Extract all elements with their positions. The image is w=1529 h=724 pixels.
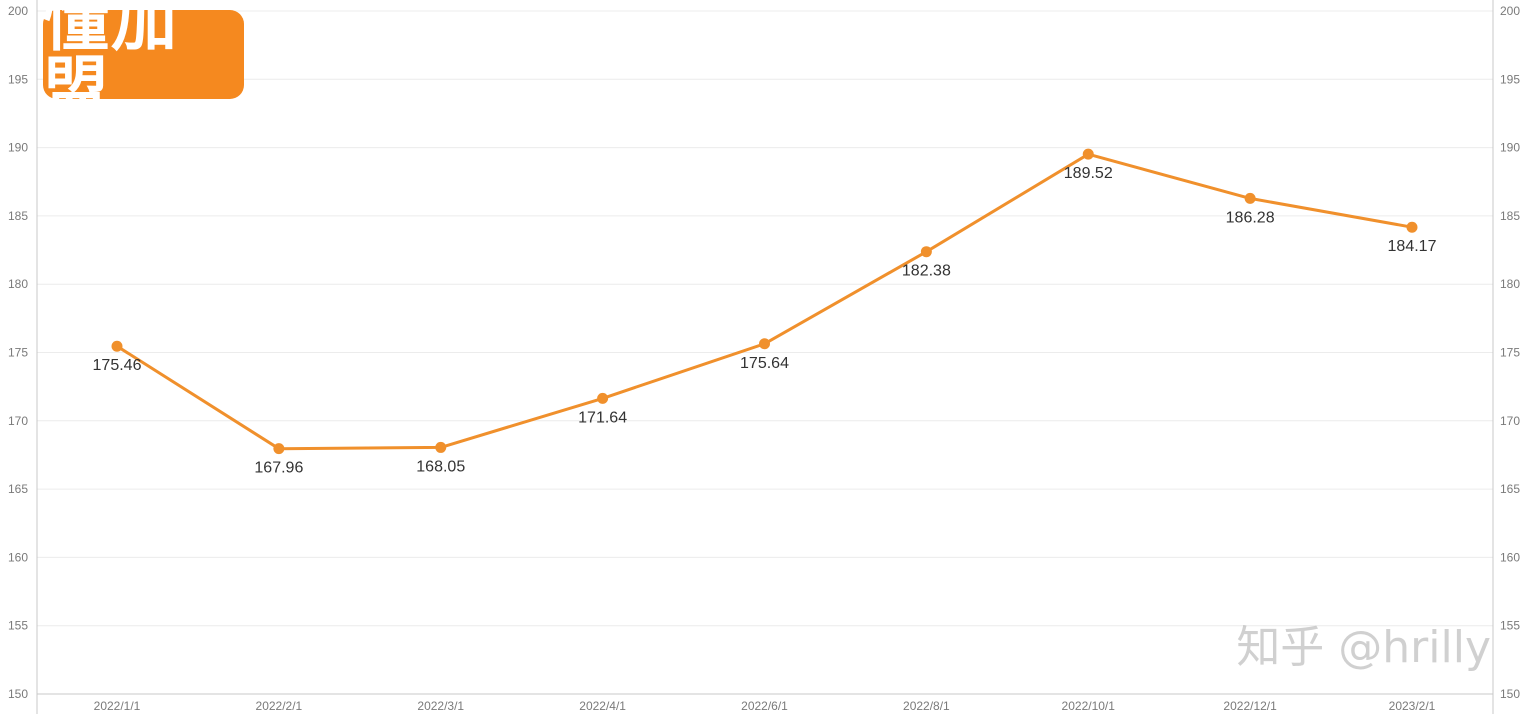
- data-point: [1082, 148, 1094, 160]
- x-tick-label: 2022/10/1: [1062, 699, 1116, 713]
- data-label: 182.38: [902, 263, 951, 280]
- data-label: 168.05: [416, 458, 465, 475]
- y-tick-label-right: 150: [1500, 687, 1520, 701]
- x-tick-label: 2022/1/1: [94, 699, 141, 713]
- y-axis-left-ticks: 150 155 160 165 170 175 180 185 190 195 200: [8, 4, 28, 701]
- x-tick-label: 2023/2/1: [1389, 699, 1436, 713]
- y-tick-label: 165: [8, 482, 28, 496]
- x-tick-label: 2022/4/1: [579, 699, 626, 713]
- brand-logo: 懂加盟: [43, 0, 244, 120]
- y-tick-label-right: 160: [1500, 550, 1520, 564]
- y-tick-label: 155: [8, 619, 28, 633]
- x-tick-label: 2022/2/1: [256, 699, 303, 713]
- y-tick-label-right: 175: [1500, 346, 1520, 360]
- data-points: [111, 148, 1418, 455]
- data-point: [920, 246, 932, 258]
- y-tick-label-right: 185: [1500, 209, 1520, 223]
- y-tick-label-right: 165: [1500, 482, 1520, 496]
- x-tick-label: 2022/12/1: [1223, 699, 1277, 713]
- y-tick-label-right: 155: [1500, 619, 1520, 633]
- data-label: 175.46: [93, 357, 142, 374]
- x-axis-ticks: 2022/1/1 2022/2/1 2022/3/1 2022/4/1 2022/6/1…: [94, 699, 1436, 713]
- y-tick-label-right: 170: [1500, 414, 1520, 428]
- data-label: 175.64: [740, 355, 789, 372]
- y-tick-label: 200: [8, 4, 28, 18]
- data-point: [273, 443, 285, 455]
- y-tick-label: 175: [8, 346, 28, 360]
- data-point: [435, 441, 447, 453]
- y-tick-label-right: 195: [1500, 72, 1520, 86]
- y-tick-label-right: 190: [1500, 141, 1520, 155]
- data-point: [1244, 192, 1256, 204]
- axes: [36, 0, 1494, 714]
- data-label: 189.52: [1064, 165, 1113, 182]
- y-tick-label: 150: [8, 687, 28, 701]
- watermark: 知乎 @hrilly: [1236, 622, 1491, 673]
- series: [115, 152, 1414, 451]
- data-label: 184.17: [1388, 238, 1437, 255]
- data-labels: 175.46 167.96 168.05 171.64 175.64 182.38 189.…: [93, 165, 1437, 477]
- x-tick-label: 2022/3/1: [417, 699, 464, 713]
- series-line: [115, 152, 1414, 451]
- y-tick-label: 190: [8, 141, 28, 155]
- data-point: [1406, 221, 1418, 233]
- y-tick-label: 160: [8, 550, 28, 564]
- grid-lines: [37, 10, 1493, 627]
- data-point: [759, 338, 770, 350]
- y-tick-label: 185: [8, 209, 28, 223]
- data-label: 171.64: [578, 409, 627, 426]
- y-tick-label-right: 200: [1500, 4, 1520, 18]
- data-point: [111, 340, 123, 352]
- y-tick-label-right: 180: [1500, 277, 1520, 291]
- y-tick-label: 195: [8, 72, 28, 86]
- x-tick-label: 2022/8/1: [903, 699, 950, 713]
- data-point: [597, 392, 609, 404]
- y-tick-label: 170: [8, 414, 28, 428]
- data-label: 167.96: [254, 460, 303, 477]
- x-tick-label: 2022/6/1: [741, 699, 788, 713]
- y-tick-label: 180: [8, 277, 28, 291]
- y-axis-right-ticks: 150 155 160 165 170 175 180 185 190 195 200: [1500, 4, 1520, 701]
- data-label: 186.28: [1226, 209, 1275, 226]
